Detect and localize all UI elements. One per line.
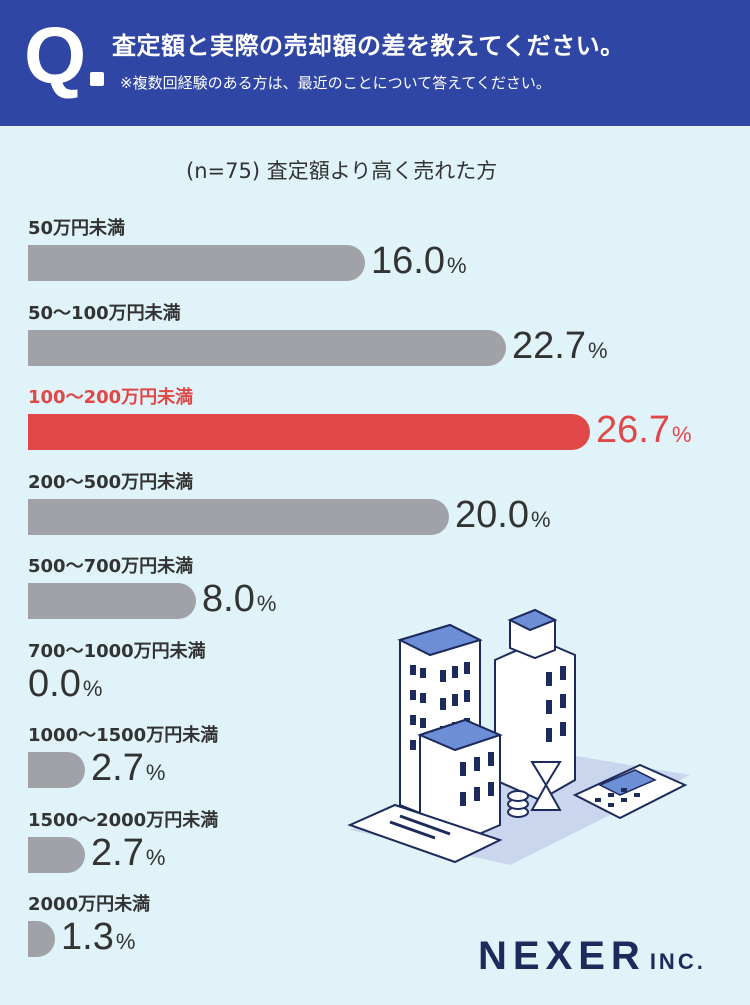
value-unit: % [145, 760, 166, 785]
value-label: 16.0% [371, 241, 467, 286]
value-unit: % [256, 591, 277, 616]
value-unit: % [587, 337, 608, 363]
chart-subtitle: (n=75) 査定額より高く売れた方 [186, 155, 497, 185]
value-label: 22.7% [512, 326, 608, 371]
value-label: 8.0% [202, 579, 276, 624]
value-number: 2.7 [91, 747, 144, 789]
chart-title: 査定額より高く売れた方 [266, 159, 498, 183]
value-unit: % [82, 675, 103, 701]
value-label: 0.0% [28, 664, 102, 709]
question-title: 査定額と実際の売却額の差を教えてください。 [112, 32, 625, 60]
value-number: 8.0 [202, 578, 255, 620]
value-unit: % [671, 422, 692, 447]
category-label: 200〜500万円未満 [28, 471, 194, 493]
bar [28, 921, 55, 957]
bar [28, 245, 365, 281]
value-label: 2.7% [91, 833, 165, 878]
bar [28, 836, 85, 873]
category-label: 50万円未満 [28, 218, 126, 239]
value-unit: % [530, 506, 551, 532]
value-label: 20.0% [455, 495, 551, 540]
value-number: 16.0 [371, 240, 445, 282]
value-number: 26.7 [596, 409, 670, 451]
value-label: 2.7% [91, 748, 165, 793]
value-number: 0.0 [28, 662, 81, 705]
bar [28, 752, 85, 788]
value-label: 1.3% [61, 917, 135, 962]
q-letter: Q [24, 11, 87, 100]
category-label: 1000〜1500万円未満 [28, 725, 219, 746]
bar [28, 414, 590, 450]
value-number: 22.7 [512, 324, 586, 367]
bar [28, 329, 506, 366]
sample-size: (n=75) [186, 159, 261, 183]
value-unit: % [115, 929, 136, 954]
bar [28, 583, 196, 619]
category-label: 700〜1000万円未満 [28, 640, 206, 662]
category-label: 500〜700万円未満 [28, 556, 194, 577]
category-label: 50〜100万円未満 [28, 302, 181, 324]
value-unit: % [446, 253, 467, 278]
value-number: 20.0 [455, 493, 529, 536]
q-dot [90, 72, 104, 86]
value-unit: % [145, 844, 166, 870]
logo-suffix: INC. [649, 949, 706, 974]
question-header: Q 査定額と実際の売却額の差を教えてください。 ※複数回経験のある方は、最近のこ… [0, 0, 750, 126]
question-note: ※複数回経験のある方は、最近のことについて答えてください。 [120, 74, 551, 92]
value-number: 2.7 [91, 831, 144, 874]
logo-main: NEXER [478, 934, 646, 978]
value-number: 1.3 [61, 916, 114, 958]
nexer-logo: NEXER INC. [478, 934, 706, 979]
category-label: 100〜200万円未満 [28, 387, 194, 408]
bar [28, 498, 449, 535]
value-label: 26.7% [596, 410, 692, 455]
category-label: 1500〜2000万円未満 [28, 809, 219, 831]
buildings-illustration-icon [347, 608, 690, 865]
category-label: 2000万円未満 [28, 894, 151, 915]
